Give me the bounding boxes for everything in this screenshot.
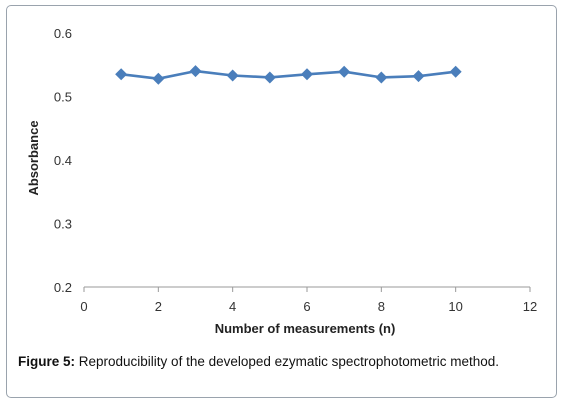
y-tick-label: 0.4 — [54, 153, 72, 168]
x-tick-label: 6 — [303, 299, 310, 314]
x-tick-label: 4 — [229, 299, 236, 314]
data-point-marker — [412, 70, 425, 83]
data-point-marker — [375, 71, 388, 84]
figure-caption: Figure 5: Reproducibility of the develop… — [18, 353, 546, 371]
y-axis-ticks: 0.2 0.3 0.4 0.5 0.6 — [54, 26, 72, 295]
data-point-marker — [115, 68, 128, 81]
x-axis-title: Number of measurements (n) — [215, 321, 396, 336]
series-line — [119, 69, 457, 80]
data-points — [115, 65, 462, 85]
data-point-marker — [301, 68, 313, 81]
x-tick-label: 10 — [448, 299, 462, 314]
y-axis-title: Absorbance — [26, 120, 41, 195]
y-tick-label: 0.3 — [54, 217, 72, 232]
caption-label: Figure 5: — [18, 354, 76, 369]
line-chart: 0.2 0.3 0.4 0.5 0.6 0 2 4 6 8 10 12 Absorbance Num… — [26, 26, 537, 336]
y-tick-label: 0.6 — [54, 26, 72, 41]
data-point-marker — [189, 65, 202, 78]
data-point-marker — [226, 69, 239, 82]
data-point-marker — [263, 71, 276, 84]
x-tick-label: 12 — [523, 299, 537, 314]
x-axis-ticks: 0 2 4 6 8 10 12 — [80, 287, 537, 314]
y-tick-label: 0.5 — [54, 90, 72, 105]
data-point-marker — [449, 65, 462, 78]
x-tick-label: 0 — [80, 299, 87, 314]
data-point-marker — [338, 65, 351, 78]
x-tick-label: 2 — [155, 299, 162, 314]
figure-frame — [6, 5, 557, 398]
x-tick-label: 8 — [378, 299, 385, 314]
caption-text: Reproducibility of the developed ezymati… — [75, 354, 499, 369]
data-point-marker — [152, 72, 165, 85]
y-tick-label: 0.2 — [54, 280, 72, 295]
